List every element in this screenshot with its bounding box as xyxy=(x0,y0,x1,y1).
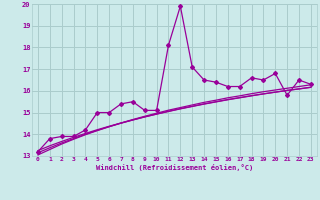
X-axis label: Windchill (Refroidissement éolien,°C): Windchill (Refroidissement éolien,°C) xyxy=(96,164,253,171)
